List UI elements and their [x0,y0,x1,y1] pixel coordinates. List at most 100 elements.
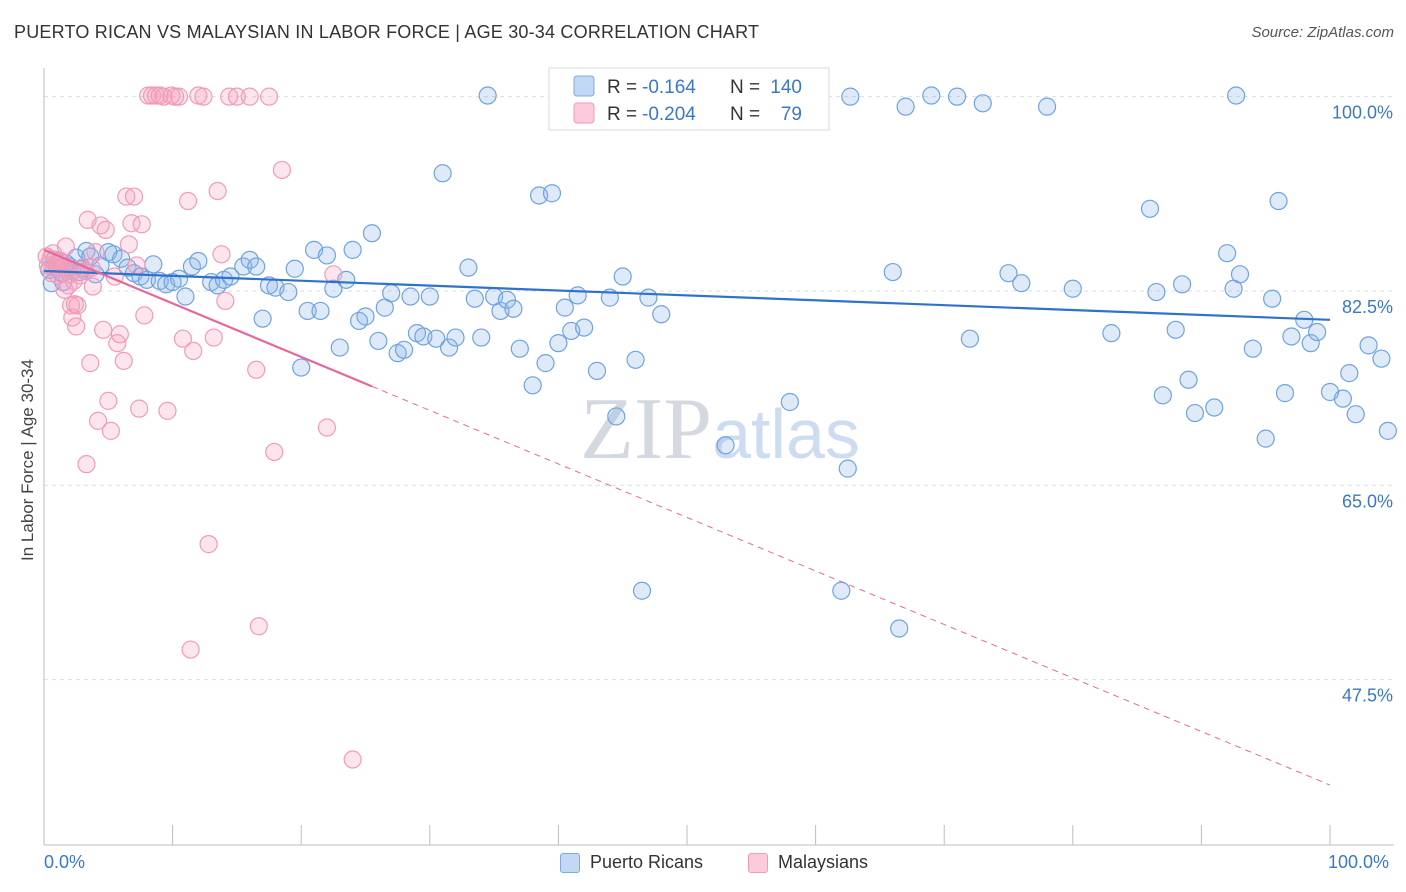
legend-frame [548,67,830,131]
puerto-rican-point-66 [433,164,452,183]
malaysian-point-78 [317,418,337,437]
puerto-rican-point-78 [523,376,542,395]
puerto-rican-point-45 [298,301,317,321]
malaysian-point-57 [166,87,185,106]
y-tick-labels: 100.0% 82.5% 65.0% 47.5% [1332,103,1393,706]
malaysian-point-70 [227,87,246,106]
puerto-rican-point-124 [1205,398,1224,417]
malaysian-point-32 [88,411,108,430]
puerto-rican-point-106 [890,619,909,638]
puerto-rican-point-69 [459,258,478,277]
source-label: Source: ZipAtlas.com [1251,24,1394,41]
malaysian-point-41 [114,351,133,371]
puerto-rican-point-81 [542,184,562,203]
puerto-rican-point-37 [240,250,259,269]
puerto-rican-point-91 [626,350,645,369]
malaysian-point-58 [169,87,189,106]
malaysian-point-40 [110,325,129,344]
puerto-rican-point-28 [169,269,189,288]
puerto-rican-point-110 [960,329,980,348]
malaysian-point-47 [130,399,149,418]
puerto-rican-point-128 [1230,265,1250,284]
puerto-rican-point-77 [510,339,529,358]
data-points [37,86,1397,769]
legend-item-puerto-ricans[interactable]: Puerto Ricans [560,852,703,873]
puerto-rican-point-85 [568,286,587,305]
malaysian-point-59 [173,329,192,348]
puerto-rican-point-71 [472,328,491,347]
puerto-rican-point-47 [311,301,330,321]
malaysian-point-69 [220,87,239,106]
puerto-rican-point-56 [369,331,388,351]
puerto-rican-point-24 [144,255,163,274]
puerto-rican-point-65 [427,329,446,348]
malaysian-point-74 [259,87,279,106]
puerto-rican-point-125 [1218,244,1237,263]
puerto-rican-point-55 [362,224,382,243]
legend-label-puerto-ricans: Puerto Ricans [590,852,704,872]
puerto-rican-point-113 [1012,274,1031,293]
puerto-rican-point-136 [1301,334,1320,353]
puerto-rican-point-139 [1333,389,1352,408]
puerto-rican-point-127 [1227,86,1246,105]
puerto-rican-point-48 [317,246,337,265]
puerto-rican-point-52 [343,240,362,259]
puerto-rican-point-103 [838,459,857,478]
puerto-rican-point-98 [716,436,735,455]
bottom-legend: Puerto Ricans Malaysians [0,852,1406,878]
legend-r-label-puerto-ricans: R = [607,77,637,98]
legend-n-value-malaysians: 79 [781,104,802,125]
malaysian-point-43 [119,235,138,254]
puerto-rican-point-80 [536,354,555,373]
puerto-rican-point-31 [189,251,208,271]
malaysian-point-63 [194,87,213,106]
malaysian-point-66 [208,181,227,201]
chart-title: PUERTO RICAN VS MALAYSIAN IN LABOR FORCE… [14,22,760,42]
puerto-rican-point-19 [112,249,131,268]
y-tick-label-0: 100.0% [1332,103,1393,123]
malaysian-point-36 [99,391,118,410]
malaysian-point-31 [86,242,105,262]
malaysian-trend-extension [371,385,1331,786]
legend-n-label-puerto-ricans: N = [730,77,760,98]
puerto-rican-point-90 [613,267,632,286]
malaysian-point-65 [204,328,223,347]
malaysian-point-48 [132,215,151,234]
puerto-rican-point-133 [1275,384,1295,403]
legend-item-malaysians[interactable]: Malaysians [748,852,868,873]
puerto-rican-point-131 [1263,289,1282,308]
puerto-rican-point-142 [1359,336,1378,355]
malaysian-point-26 [77,455,96,474]
puerto-rican-point-109 [947,87,967,106]
legend-box: R = -0.164 N = 140 R = -0.204 N = 79 [548,67,830,131]
puerto-rican-point-29 [176,287,195,306]
puerto-rican-point-94 [652,305,671,324]
puerto-rican-point-137 [1308,322,1327,342]
puerto-rican-point-39 [253,309,272,328]
malaysian-point-75 [265,442,284,462]
puerto-rican-point-75 [497,290,517,309]
malaysian-point-77 [324,265,343,284]
puerto-rican-point-58 [382,284,401,303]
y-tick-label-2: 65.0% [1342,491,1393,511]
malaysian-point-64 [199,535,218,554]
legend-n-value-puerto-ricans: 140 [770,77,802,98]
malaysian-point-37 [101,421,120,440]
legend-label-malaysians: Malaysians [778,852,869,872]
malaysian-point-49 [135,306,154,325]
legend-r-value-malaysians: -0.204 [642,104,696,125]
puerto-rican-point-111 [973,94,992,113]
puerto-rican-point-50 [330,338,349,357]
malaysian-point-55 [158,401,177,420]
malaysian-point-67 [212,245,231,264]
puerto-rican-point-100 [780,392,799,412]
malaysian-point-76 [272,160,292,180]
legend-n-label-malaysians: N = [730,104,760,125]
puerto-rican-point-54 [356,307,375,326]
puerto-rican-point-112 [999,264,1018,283]
puerto-rican-trend-line [43,269,1331,321]
puerto-rican-point-86 [575,318,594,337]
puerto-rican-point-143 [1372,349,1391,368]
malaysian-point-30 [83,277,102,296]
